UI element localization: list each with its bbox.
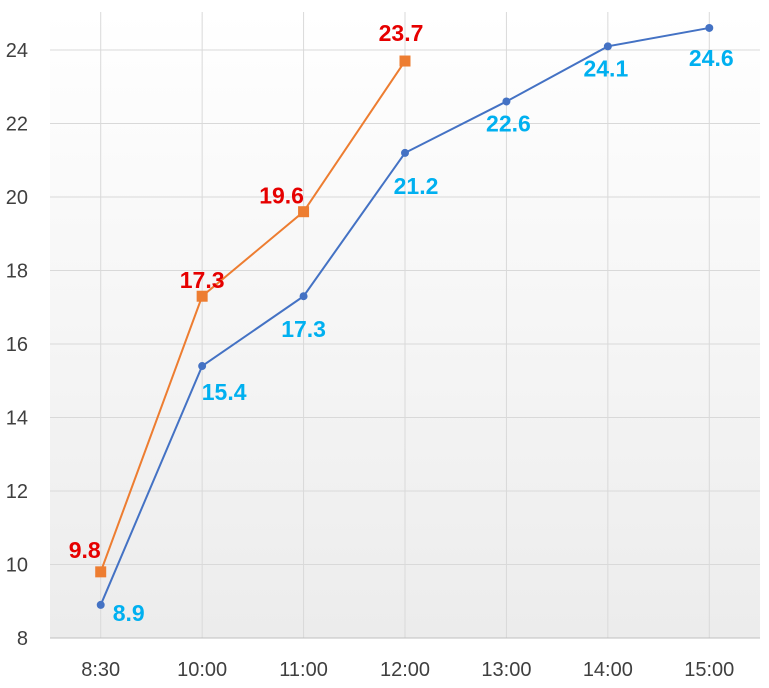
axes: 8 10 12 14 16 18 20 22 24 8:30 10:00 11:00 12:00 13:0… (6, 40, 760, 681)
gridlines (50, 12, 760, 638)
data-label: 22.6 (486, 110, 531, 136)
data-point (196, 290, 208, 302)
data-label: 17.3 (281, 316, 326, 342)
data-point (298, 206, 310, 218)
series-group (95, 23, 714, 609)
series-1 (96, 23, 714, 609)
y-tick-label: 8 (17, 628, 28, 650)
data-point (96, 600, 105, 609)
data-point (299, 292, 308, 301)
data-label: 23.7 (379, 20, 424, 46)
x-tick-label: 14:00 (583, 659, 633, 681)
data-label: 19.6 (259, 183, 304, 209)
y-tick-label: 20 (6, 187, 28, 209)
data-label: 24.6 (689, 45, 734, 71)
data-label: 8.9 (113, 600, 145, 626)
data-label: 15.4 (202, 379, 247, 405)
data-point (198, 362, 207, 371)
data-label: 24.1 (583, 55, 628, 81)
data-label: 9.8 (69, 537, 101, 563)
data-point (603, 42, 612, 51)
data-point (502, 97, 511, 106)
y-tick-label: 10 (6, 555, 28, 577)
x-tick-label: 8:30 (81, 659, 120, 681)
y-tick-label: 14 (6, 408, 28, 430)
x-tick-label: 13:00 (481, 659, 531, 681)
series-line (99, 60, 406, 573)
y-tick-label: 12 (6, 481, 28, 503)
y-tick-label: 22 (6, 114, 28, 136)
data-point (401, 148, 409, 157)
x-tick-label: 12:00 (380, 659, 430, 681)
data-point (705, 23, 714, 32)
data-label: 17.3 (180, 267, 225, 293)
y-tick-label: 24 (6, 40, 28, 62)
y-tick-label: 18 (6, 261, 28, 283)
data-labels: 9.8 17.3 19.6 23.7 8.9 15.4 17.3 21.2 22.6 24.1 24… (69, 20, 734, 626)
y-tick-label: 16 (6, 334, 28, 356)
x-tick-label: 15:00 (684, 659, 734, 681)
data-label: 21.2 (394, 173, 439, 199)
data-point (95, 566, 107, 578)
series-0 (95, 55, 411, 578)
data-point (399, 55, 411, 67)
x-tick-label: 11:00 (279, 659, 328, 681)
x-tick-label: 10:00 (177, 659, 227, 681)
